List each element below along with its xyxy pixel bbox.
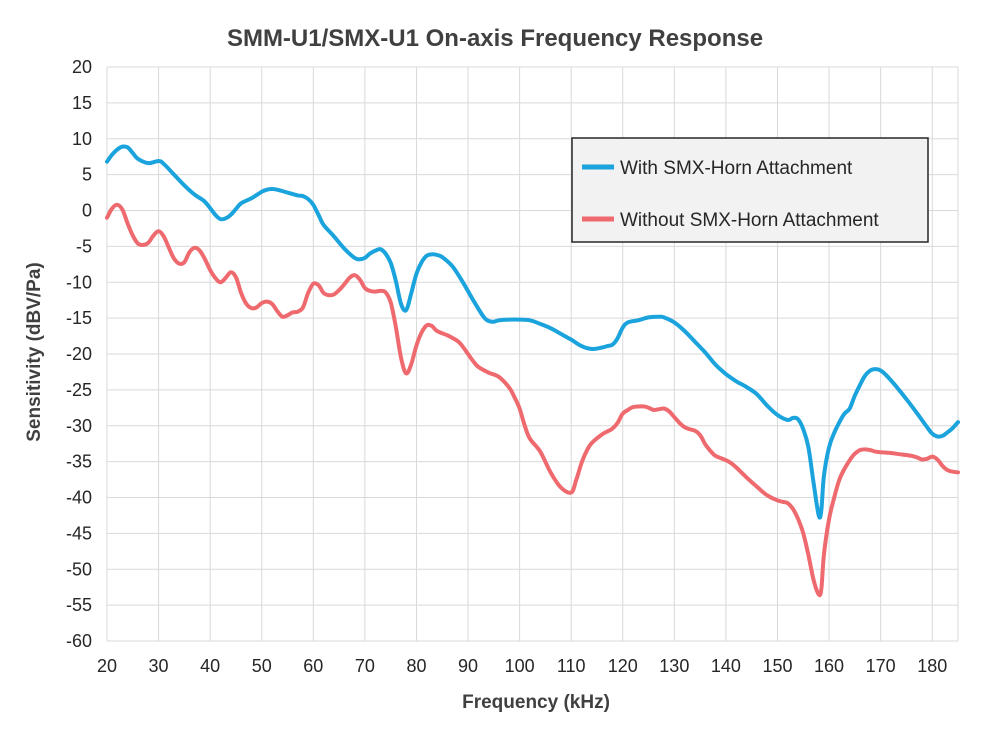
- x-tick-label: 160: [814, 656, 844, 676]
- x-tick-label: 150: [762, 656, 792, 676]
- y-tick-label: -45: [66, 523, 92, 543]
- y-tick-label: 0: [82, 201, 92, 221]
- x-tick-label: 130: [659, 656, 689, 676]
- x-tick-label: 60: [303, 656, 323, 676]
- x-tick-label: 120: [608, 656, 638, 676]
- y-tick-label: -15: [66, 308, 92, 328]
- y-tick-label: -10: [66, 272, 92, 292]
- legend-box: [571, 137, 929, 243]
- x-tick-label: 90: [458, 656, 478, 676]
- y-tick-label: -55: [66, 595, 92, 615]
- x-tick-label: 70: [355, 656, 375, 676]
- series-layer: [105, 144, 960, 598]
- legend: With SMX-Horn Attachment Without SMX-Hor…: [571, 137, 929, 243]
- y-tick-label: -25: [66, 380, 92, 400]
- x-tick-label: 100: [505, 656, 535, 676]
- y-tick-label: -35: [66, 452, 92, 472]
- y-tick-label: -60: [66, 631, 92, 651]
- x-tick-label: 110: [557, 656, 586, 676]
- legend-label-with-horn: With SMX-Horn Attachment: [620, 158, 853, 179]
- x-axis-title: Frequency (kHz): [462, 692, 610, 713]
- y-tick-label: -30: [66, 416, 92, 436]
- y-tick-label: 10: [72, 129, 92, 149]
- x-tick-label: 170: [866, 656, 896, 676]
- x-tick-labels: 20 30 40 50 60 70 80 90 100 110 120 130 140 150 160 170…: [97, 656, 947, 676]
- series-line-with-horn: [105, 144, 960, 520]
- x-tick-label: 50: [252, 656, 272, 676]
- y-tick-label: -5: [76, 236, 92, 256]
- y-tick-label: -20: [66, 344, 92, 364]
- chart-title: SMM-U1/SMX-U1 On-axis Frequency Response: [227, 25, 763, 52]
- y-tick-label: 20: [72, 57, 92, 77]
- y-tick-label: 15: [72, 93, 92, 113]
- x-tick-label: 180: [917, 656, 947, 676]
- y-axis-title: Sensitivity (dBV/Pa): [24, 262, 45, 442]
- x-tick-label: 20: [97, 656, 117, 676]
- series-line-without-horn: [105, 202, 960, 598]
- x-tick-label: 140: [711, 656, 741, 676]
- y-tick-label: 5: [82, 165, 92, 185]
- x-tick-label: 30: [149, 656, 169, 676]
- x-tick-label: 80: [406, 656, 426, 676]
- y-tick-labels: 20 15 10 5 0 -5 -10 -15 -20 -25 -30 -35 -40 -45 -50 -55…: [66, 57, 92, 651]
- legend-label-without-horn: Without SMX-Horn Attachment: [620, 210, 879, 231]
- y-tick-label: -40: [66, 488, 92, 508]
- y-tick-label: -50: [66, 559, 92, 579]
- x-tick-label: 40: [200, 656, 220, 676]
